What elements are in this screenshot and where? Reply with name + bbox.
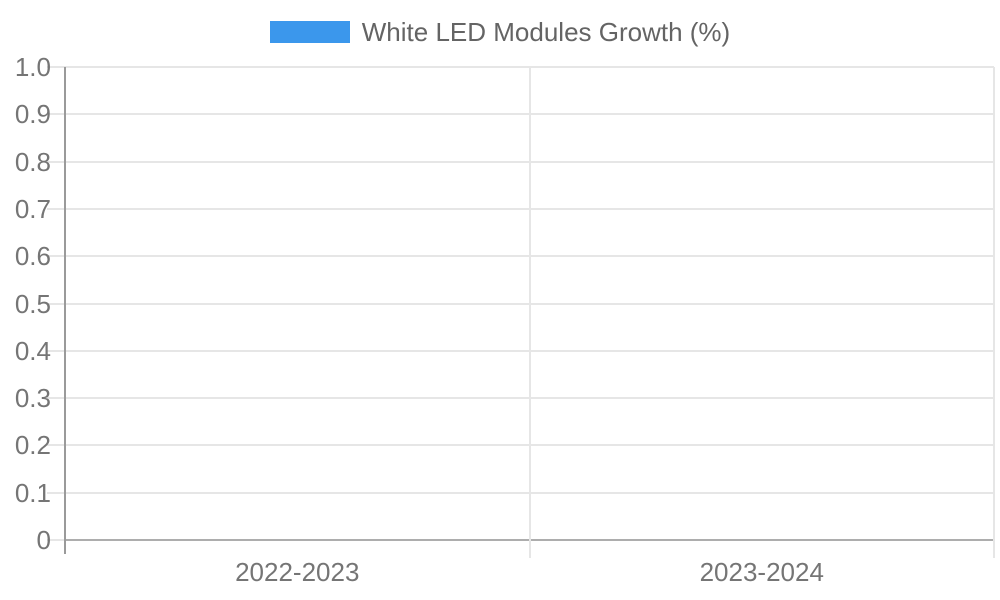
x-category-label: 2023-2024	[699, 557, 824, 587]
y-tick-label: 1.0	[14, 52, 51, 82]
category-separator	[528, 67, 531, 558]
plot-right-border	[993, 67, 995, 558]
y-tick-label: 0.5	[14, 288, 51, 319]
y-tick	[47, 491, 65, 494]
y-tick	[47, 302, 65, 305]
y-tick-label: 0.3	[14, 383, 51, 414]
y-tick	[47, 444, 65, 447]
y-tick-label: 0.6	[14, 241, 51, 272]
y-tick	[47, 207, 65, 210]
y-tick	[47, 113, 65, 116]
y-tick	[47, 349, 65, 352]
y-tick-label: 0.2	[14, 430, 51, 461]
legend-label[interactable]: White LED Modules Growth (%)	[361, 17, 731, 47]
y-tick-label: 0.8	[14, 146, 51, 177]
y-tick	[47, 539, 65, 541]
y-tick-label: 0.1	[14, 477, 51, 508]
y-tick	[47, 397, 65, 400]
x-category-label: 2022-2023	[235, 557, 360, 587]
y-tick	[47, 255, 65, 258]
y-axis-line	[64, 67, 66, 554]
y-tick-label: 0.4	[14, 335, 51, 366]
y-tick-label: 0	[36, 525, 51, 555]
y-tick	[47, 66, 65, 68]
legend-swatch[interactable]	[269, 21, 350, 43]
legend: White LED Modules Growth (%)	[0, 17, 1000, 47]
y-tick-label: 0.7	[14, 193, 51, 224]
y-tick	[47, 160, 65, 163]
y-tick-label: 0.9	[14, 99, 51, 130]
